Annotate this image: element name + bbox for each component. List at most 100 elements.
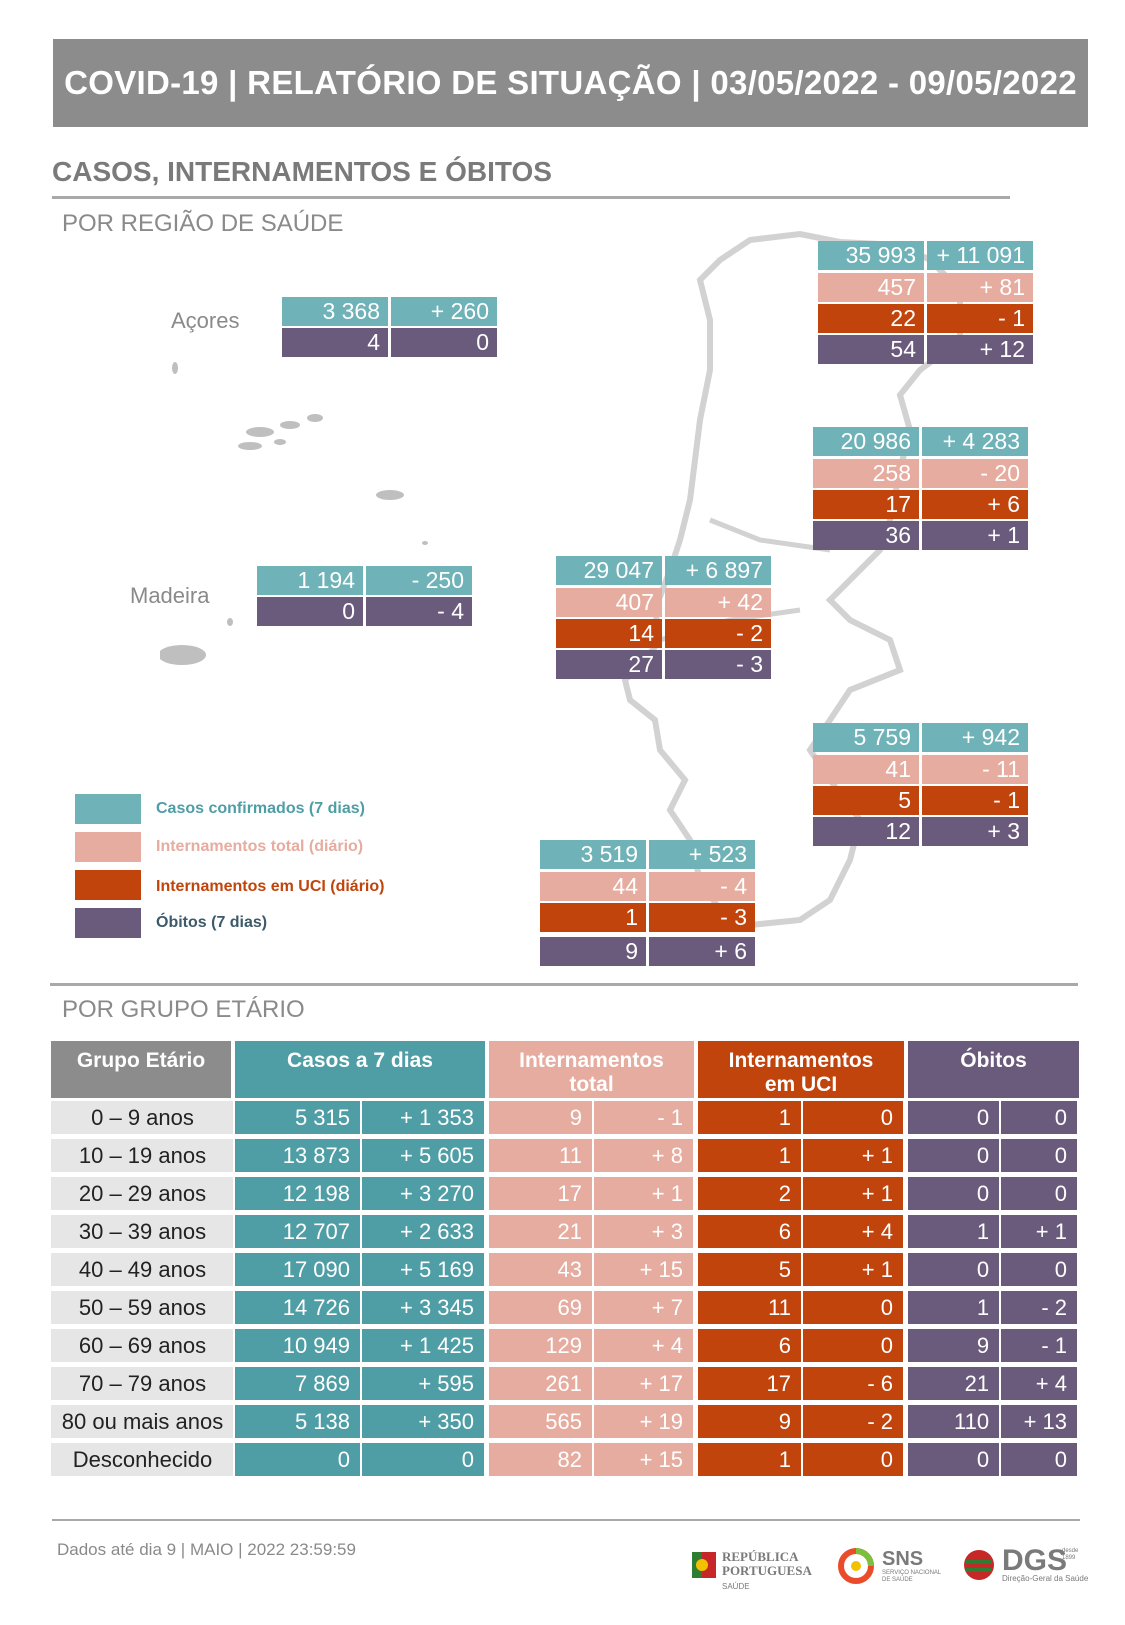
sns-sub: SERVIÇO NACIONAL DE SAÚDE [882,1570,942,1583]
casos-cell: 5 138 [235,1402,362,1440]
lvt-casos: 29 047 [556,556,662,585]
region-subtitle: POR REGIÃO DE SAÚDE [62,210,344,237]
age-group-cell: 50 – 59 anos [51,1288,235,1326]
report-title-banner: COVID-19 | RELATÓRIO DE SITUAÇÃO | 03/05… [53,39,1088,127]
casos-var-cell: + 5 605 [362,1136,489,1174]
uci-cell: 6 [698,1212,803,1250]
acores-casos: 3 368 [282,297,388,326]
lvt-intern: 407 [556,588,662,617]
uci-var-cell: 0 [803,1326,908,1364]
uci-cell: 11 [698,1288,803,1326]
casos-var-cell: + 3 345 [362,1288,489,1326]
algarve-intern-var: - 4 [649,872,755,901]
obitos-cell: 9 [908,1326,1002,1364]
casos-cell: 13 873 [235,1136,362,1174]
casos-cell: 12 707 [235,1212,362,1250]
uci-var-cell: 0 [803,1440,908,1478]
legend-label-casos: Casos confirmados (7 dias) [156,800,365,817]
age-table-row: 30 – 39 anos 12 707 + 2 633 21 + 3 6 + 4 1 + 1 [51,1212,1079,1250]
acores-obitos-var: 0 [391,328,497,357]
norte-uci-var: - 1 [927,304,1033,333]
age-table-row: Desconhecido 0 0 82 + 15 1 0 0 0 [51,1440,1079,1478]
dgs-since: desde 1899 [1062,1548,1079,1561]
uci-cell: 1 [698,1098,803,1136]
obitos-var-cell: - 2 [1001,1288,1079,1326]
algarve-casos: 3 519 [540,840,646,869]
centro-intern-var: - 20 [922,459,1028,488]
age-table-row: 80 ou mais anos 5 138 + 350 565 + 19 9- 2 110 +… [51,1402,1079,1440]
age-table-row: 50 – 59 anos 14 726 + 3 345 69 + 7 11 0 1- 2 [51,1288,1079,1326]
header-grupo: Grupo Etário [51,1041,235,1098]
age-subtitle: POR GRUPO ETÁRIO [62,996,305,1023]
algarve-intern: 44 [540,872,646,901]
legend-swatch-obitos [75,908,141,938]
intern-var-cell: + 19 [594,1402,698,1440]
uci-var-cell: 0 [803,1288,908,1326]
algarve-obitos: 9 [540,937,646,966]
obitos-var-cell: - 1 [1001,1326,1079,1364]
uci-cell: 1 [698,1440,803,1478]
dgs-sub: Direção-Geral da Saúde [1002,1574,1089,1583]
islands-map [160,362,428,665]
intern-var-cell: + 15 [594,1250,698,1288]
lvt-uci-var: - 2 [665,619,771,648]
obitos-var-cell: + 13 [1001,1402,1079,1440]
uci-var-cell: + 1 [803,1174,908,1212]
intern-cell: 43 [489,1250,594,1288]
intern-cell: 261 [489,1364,594,1402]
norte-intern-var: + 81 [927,273,1033,302]
casos-cell: 7 869 [235,1364,362,1402]
casos-cell: 12 198 [235,1174,362,1212]
intern-var-cell: + 4 [594,1326,698,1364]
intern-cell: 21 [489,1212,594,1250]
lvt-intern-var: + 42 [665,588,771,617]
casos-var-cell: + 595 [362,1364,489,1402]
footer-divider [52,1519,1080,1521]
age-group-cell: 10 – 19 anos [51,1136,235,1174]
centro-uci: 17 [813,490,919,519]
obitos-cell: 0 [908,1098,1002,1136]
legend-swatch-casos [75,794,141,824]
obitos-cell: 0 [908,1250,1002,1288]
age-group-cell: Desconhecido [51,1440,235,1478]
header-obitos: Óbitos [908,1041,1079,1098]
algarve-uci-var: - 3 [649,903,755,932]
casos-cell: 14 726 [235,1288,362,1326]
obitos-var-cell: + 1 [1001,1212,1079,1250]
sns-emblem-icon [838,1548,874,1584]
norte-obitos: 54 [818,335,924,364]
region-label-acores: Açores [171,308,240,333]
norte-casos-var: + 11 091 [927,241,1033,270]
republica-text: REPÚBLICA PORTUGUESA [722,1549,812,1578]
header-intern: Internamentos total [489,1041,698,1098]
casos-var-cell: + 1 425 [362,1326,489,1364]
centro-intern: 258 [813,459,919,488]
uci-var-cell: 0 [803,1098,908,1136]
uci-cell: 2 [698,1174,803,1212]
age-table-row: 70 – 79 anos 7 869 + 595 261 + 17 17- 6 21 + 4 [51,1364,1079,1402]
legend-swatch-uci [75,870,141,900]
alentejo-uci: 5 [813,786,919,815]
legend-label-obitos: Óbitos (7 dias) [156,914,268,931]
lvt-obitos-var: - 3 [665,650,771,679]
uci-cell: 1 [698,1136,803,1174]
norte-casos: 35 993 [818,241,924,270]
footer-note: Dados até dia 9 | MAIO | 2022 23:59:59 [57,1540,356,1559]
alentejo-obitos: 12 [813,817,919,846]
casos-var-cell: + 3 270 [362,1174,489,1212]
report-title: COVID-19 | RELATÓRIO DE SITUAÇÃO | 03/05… [64,64,1077,101]
lvt-casos-var: + 6 897 [665,556,771,585]
intern-cell: 565 [489,1402,594,1440]
centro-obitos: 36 [813,521,919,550]
alentejo-casos-var: + 942 [922,723,1028,752]
madeira-obitos: 0 [257,597,363,626]
dgs-emblem-icon [964,1550,994,1580]
intern-var-cell: + 17 [594,1364,698,1402]
intern-cell: 82 [489,1440,594,1478]
lvt-uci: 14 [556,619,662,648]
header-intern-label: Internamentos total [519,1049,664,1096]
obitos-cell: 1 [908,1212,1002,1250]
